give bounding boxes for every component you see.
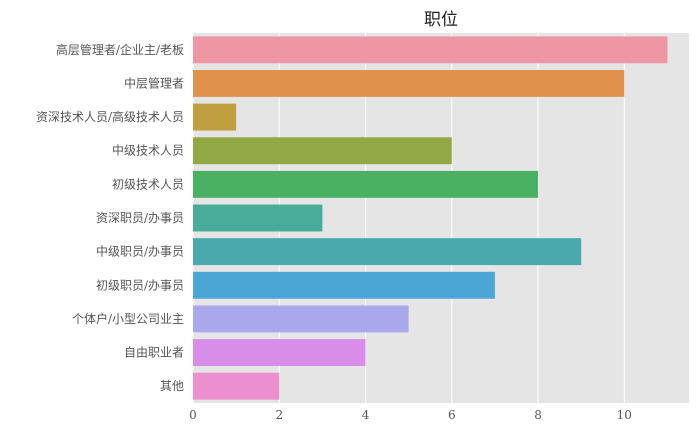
y-tick-label: 其他 — [160, 379, 184, 393]
bar — [193, 137, 452, 165]
y-tick-label: 自由职业者 — [124, 346, 184, 360]
y-tick-label: 中层管理者 — [124, 75, 184, 90]
x-tick-label: 6 — [448, 408, 456, 422]
x-tick-label: 4 — [362, 408, 370, 422]
y-tick-label: 个体户/小型公司业主 — [72, 311, 184, 326]
bar — [193, 271, 495, 299]
bar — [193, 170, 539, 198]
bar — [193, 204, 323, 232]
y-tick-labels: 高层管理者/企业主/老板中层管理者资深技术人员/高级技术人员中级技术人员初级技术… — [36, 42, 184, 393]
bar — [193, 238, 582, 266]
bar — [193, 339, 366, 366]
bars — [193, 36, 668, 400]
y-tick-label: 高层管理者/企业主/老板 — [56, 42, 184, 57]
x-tick-label: 8 — [534, 408, 542, 422]
y-tick-label: 资深职员/办事员 — [96, 210, 184, 225]
x-tick-labels: 0 2 4 6 8 10 — [189, 408, 632, 422]
bar — [193, 70, 625, 97]
x-tick-label: 0 — [189, 408, 197, 422]
y-tick-label: 中级技术人员 — [112, 143, 184, 158]
bar — [193, 372, 280, 400]
y-tick-label: 初级技术人员 — [112, 177, 184, 191]
x-tick-label: 10 — [617, 408, 632, 422]
bar — [193, 305, 409, 333]
bar — [193, 103, 237, 131]
y-tick-label: 初级职员/办事员 — [96, 277, 184, 292]
x-tick-label: 2 — [275, 408, 283, 422]
y-tick-label: 资深技术人员/高级技术人员 — [36, 109, 184, 124]
y-tick-label: 中级职员/办事员 — [96, 244, 184, 259]
chart-title: 职位 — [424, 10, 458, 30]
bar — [193, 36, 668, 64]
